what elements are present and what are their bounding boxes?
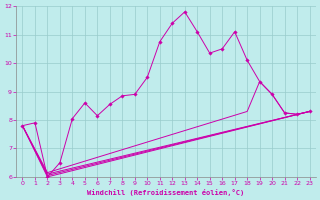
X-axis label: Windchill (Refroidissement éolien,°C): Windchill (Refroidissement éolien,°C) xyxy=(87,189,245,196)
